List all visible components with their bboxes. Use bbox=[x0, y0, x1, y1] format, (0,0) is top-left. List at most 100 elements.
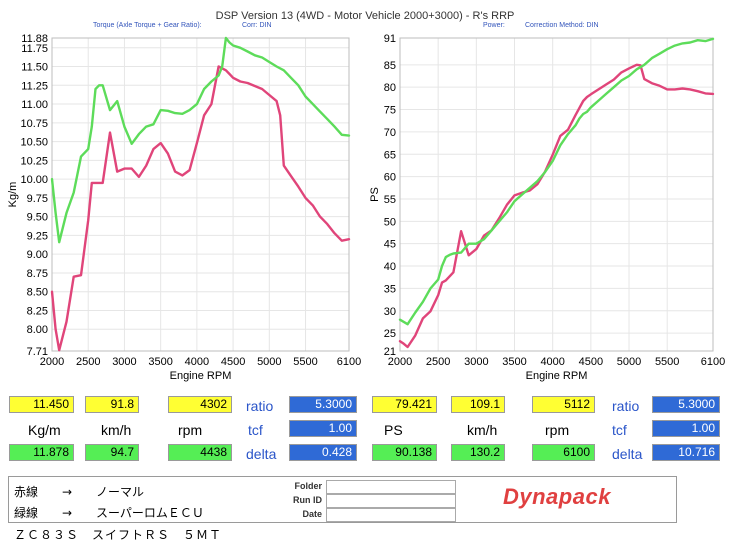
power-rpm-value-1: 5112 bbox=[532, 396, 595, 413]
torque-x-tick-label: 5500 bbox=[293, 356, 317, 368]
power-y-tick-label: 91 bbox=[384, 33, 396, 45]
torque-correction: Corr: DIN bbox=[242, 22, 272, 29]
torque-plot-frame bbox=[51, 37, 350, 352]
power-plot-frame bbox=[399, 37, 714, 352]
torque-x-tick-label: 2000 bbox=[40, 356, 64, 368]
power-y-tick-label: 30 bbox=[384, 306, 396, 318]
torque-y-tick-label: 8.50 bbox=[27, 287, 48, 299]
power-x-axis-label: Engine RPM bbox=[526, 370, 588, 382]
power-subtitle: Power: bbox=[483, 22, 505, 29]
speed-value-2: 94.7 bbox=[85, 444, 139, 461]
torque-y-tick-label: 8.00 bbox=[27, 324, 48, 336]
delta-value: 0.428 bbox=[289, 444, 357, 461]
tcf-value: 1.00 bbox=[289, 420, 357, 437]
torque-y-tick-label: 9.00 bbox=[27, 249, 48, 261]
power-x-tick-label: 3000 bbox=[464, 356, 488, 368]
power-series-line-red bbox=[398, 63, 715, 349]
speed-value-1: 91.8 bbox=[85, 396, 139, 413]
torque-unit-label: Kg/m bbox=[28, 422, 61, 438]
power-x-tick-label: 5500 bbox=[655, 356, 679, 368]
torque-y-tick-label: 9.75 bbox=[27, 193, 48, 205]
torque-y-tick-label: 9.50 bbox=[27, 212, 48, 224]
torque-value-1: 11.450 bbox=[9, 396, 74, 413]
torque-y-tick-label: 11.25 bbox=[21, 80, 48, 92]
power-y-tick-label: 80 bbox=[384, 82, 396, 94]
power-series-line-green bbox=[398, 37, 715, 326]
power-unit-label: PS bbox=[384, 422, 403, 438]
power-y-tick-label: 25 bbox=[384, 328, 396, 340]
torque-x-tick-label: 3000 bbox=[112, 356, 136, 368]
power-y-tick-label: 35 bbox=[384, 283, 396, 295]
date-label: Date bbox=[302, 509, 322, 519]
torque-y-tick-label: 7.71 bbox=[27, 346, 48, 358]
power-x-tick-label: 4000 bbox=[540, 356, 564, 368]
tcf-label: tcf bbox=[248, 422, 263, 438]
charts-area: 2000 2500 3000 3500 4000 4500 5000 5500 6100 11.8… bbox=[7, 33, 725, 382]
power-x-tick-label: 6100 bbox=[701, 356, 725, 368]
power-speed-value-2: 130.2 bbox=[451, 444, 505, 461]
torque-y-tick-label: 10.50 bbox=[20, 137, 48, 149]
torque-y-tick-label: 10.00 bbox=[20, 174, 48, 186]
folder-label: Folder bbox=[294, 481, 322, 491]
power-y-tick-label: 60 bbox=[384, 172, 396, 184]
power-y-axis-label: PS bbox=[369, 187, 381, 202]
power-x-tick-label: 5000 bbox=[617, 356, 641, 368]
torque-x-tick-label: 5000 bbox=[257, 356, 281, 368]
dynapack-logo: Dynapack bbox=[503, 484, 611, 509]
torque-x-tick-label: 4000 bbox=[185, 356, 209, 368]
power-ratio-label: ratio bbox=[612, 398, 640, 414]
power-x-tick-label: 2500 bbox=[426, 356, 450, 368]
torque-value-2: 11.878 bbox=[9, 444, 74, 461]
power-y-tick-label: 50 bbox=[384, 216, 396, 228]
torque-subtitle: Torque (Axle Torque + Gear Ratio): bbox=[93, 22, 202, 29]
power-rpm-unit-label: rpm bbox=[545, 422, 570, 438]
torque-y-tick-label: 9.25 bbox=[27, 230, 48, 242]
power-speed-value-1: 109.1 bbox=[451, 396, 505, 413]
folder-field[interactable] bbox=[326, 480, 456, 494]
power-delta-label: delta bbox=[612, 446, 643, 462]
speed-unit-label: km/h bbox=[101, 422, 132, 438]
torque-y-tick-label: 11.00 bbox=[21, 99, 48, 111]
torque-y-tick-label: 10.75 bbox=[20, 118, 48, 130]
torque-x-tick-label: 4500 bbox=[221, 356, 245, 368]
rpm-unit-label: rpm bbox=[178, 422, 203, 438]
power-x-tick-label: 2000 bbox=[388, 356, 412, 368]
info-frame bbox=[8, 476, 677, 523]
power-correction: Correction Method: DIN bbox=[525, 22, 599, 29]
torque-y-tick-label: 10.25 bbox=[20, 155, 48, 167]
torque-x-tick-label: 2500 bbox=[76, 356, 100, 368]
torque-y-tick-label: 11.50 bbox=[21, 62, 48, 74]
power-tcf-label: tcf bbox=[612, 422, 627, 438]
power-x-tick-label: 4500 bbox=[579, 356, 603, 368]
torque-y-tick-label: 11.75 bbox=[21, 43, 48, 55]
red-line-note: 赤線 → ノーマル bbox=[14, 485, 145, 499]
power-value-1: 79.421 bbox=[372, 396, 437, 413]
power-x-tick-label: 3500 bbox=[502, 356, 526, 368]
report-title: DSP Version 13 (4WD - Motor Vehicle 2000… bbox=[215, 10, 515, 22]
power-delta-value: 10.716 bbox=[652, 444, 720, 461]
torque-y-tick-label: 11.88 bbox=[21, 33, 48, 45]
power-y-tick-label: 70 bbox=[384, 127, 396, 139]
power-y-tick-label: 75 bbox=[384, 105, 396, 117]
vehicle-note: ＺＣ８３Ｓ スイフトＲＳ ５ＭＴ bbox=[14, 528, 223, 542]
rpm-value-1: 4302 bbox=[168, 396, 232, 413]
torque-y-tick-label: 8.75 bbox=[27, 268, 48, 280]
delta-label: delta bbox=[246, 446, 277, 462]
power-y-tick-label: 40 bbox=[384, 261, 396, 273]
torque-series-line-green bbox=[50, 36, 351, 244]
torque-y-tick-label: 8.25 bbox=[27, 305, 48, 317]
run-id-field[interactable] bbox=[326, 494, 456, 508]
date-field[interactable] bbox=[326, 508, 456, 522]
power-tcf-value: 1.00 bbox=[652, 420, 720, 437]
power-y-tick-label: 21 bbox=[384, 346, 396, 358]
torque-x-tick-label: 6100 bbox=[337, 356, 361, 368]
ratio-value: 5.3000 bbox=[289, 396, 357, 413]
power-value-2: 90.138 bbox=[372, 444, 437, 461]
power-y-tick-label: 85 bbox=[384, 60, 396, 72]
power-y-tick-label: 55 bbox=[384, 194, 396, 206]
torque-series-line-red bbox=[50, 65, 351, 352]
torque-x-axis-label: Engine RPM bbox=[170, 370, 232, 382]
power-y-tick-label: 65 bbox=[384, 149, 396, 161]
torque-y-axis-label: Kg/m bbox=[7, 182, 19, 208]
power-rpm-value-2: 6100 bbox=[532, 444, 595, 461]
